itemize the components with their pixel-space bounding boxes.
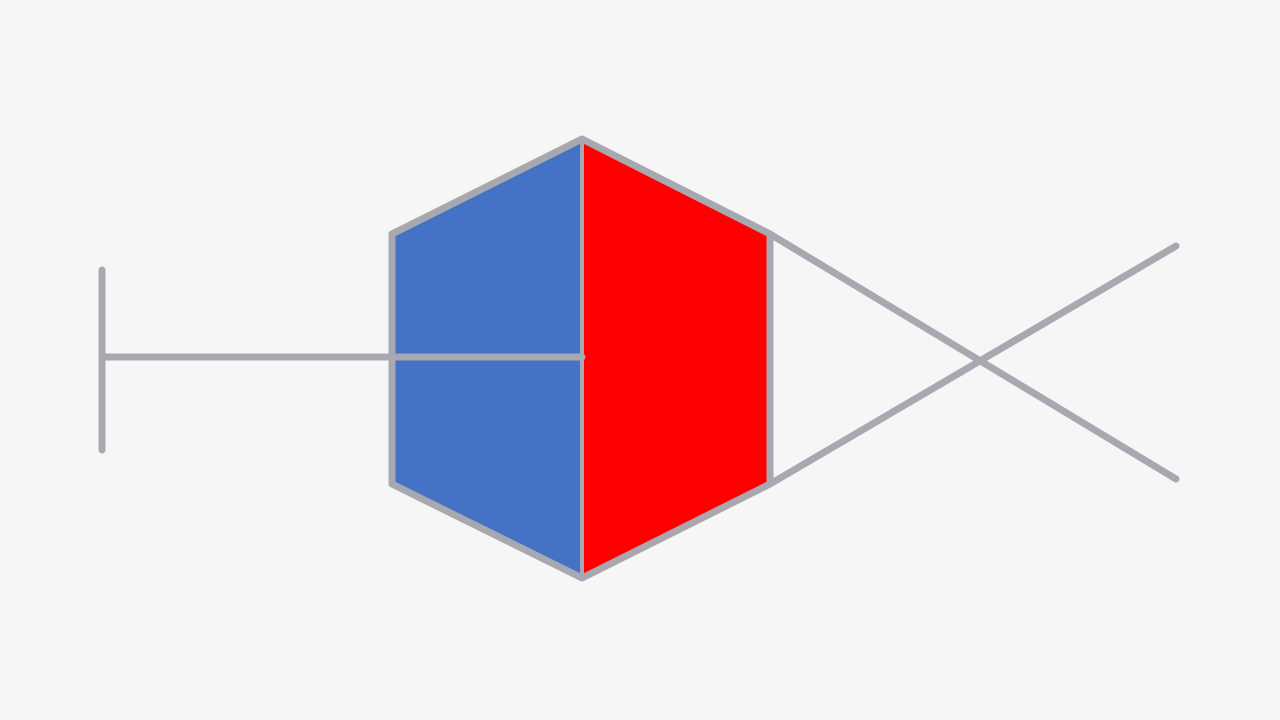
tail-lower-diagonal-line xyxy=(766,242,1180,488)
tail-upper-diagonal-line xyxy=(766,230,1180,483)
hexagon-right-half xyxy=(582,139,770,578)
